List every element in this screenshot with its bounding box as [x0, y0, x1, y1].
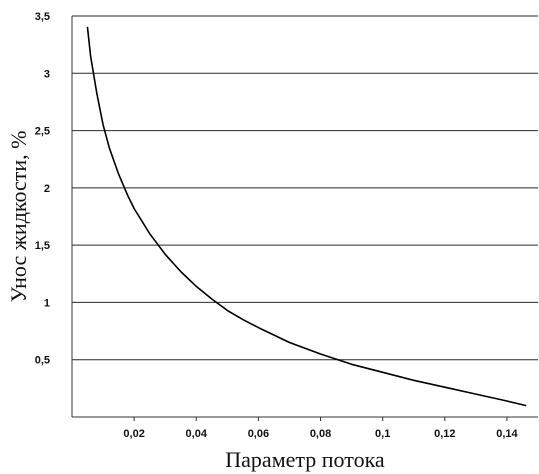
gridlines — [72, 15, 538, 361]
y-tick-label-1: 1 — [44, 297, 50, 309]
x-axis-title: Параметр потока — [225, 447, 385, 472]
x-tick-label-1: 0,04 — [186, 428, 208, 440]
series-layer — [86, 26, 527, 407]
y-tick-label-3: 2 — [44, 183, 50, 195]
x-tick-label-2: 0,06 — [248, 428, 269, 440]
y-tick-label-0: 0,5 — [35, 355, 50, 367]
x-tick-label-5: 0,12 — [434, 428, 455, 440]
x-tick-label-4: 0,1 — [375, 428, 390, 440]
y-axis-title: Унос жидкости, % — [6, 131, 31, 303]
x-tick-label-6: 0,14 — [496, 428, 518, 440]
y-tick-labels: 0,5 1 1,5 2 2,5 3 3,5 — [35, 11, 50, 367]
y-tick-label-6: 3,5 — [35, 11, 50, 23]
axes — [71, 16, 538, 418]
x-tick-label-3: 0,08 — [310, 428, 331, 440]
x-tick-label-0: 0,02 — [123, 428, 144, 440]
y-tick-label-2: 1,5 — [35, 240, 50, 252]
series-line-0 — [86, 26, 527, 407]
y-tick-label-5: 3 — [44, 68, 50, 80]
y-tick-label-4: 2,5 — [35, 126, 50, 138]
x-tick-labels: 0,02 0,04 0,06 0,08 0,1 0,12 0,14 — [123, 417, 519, 440]
